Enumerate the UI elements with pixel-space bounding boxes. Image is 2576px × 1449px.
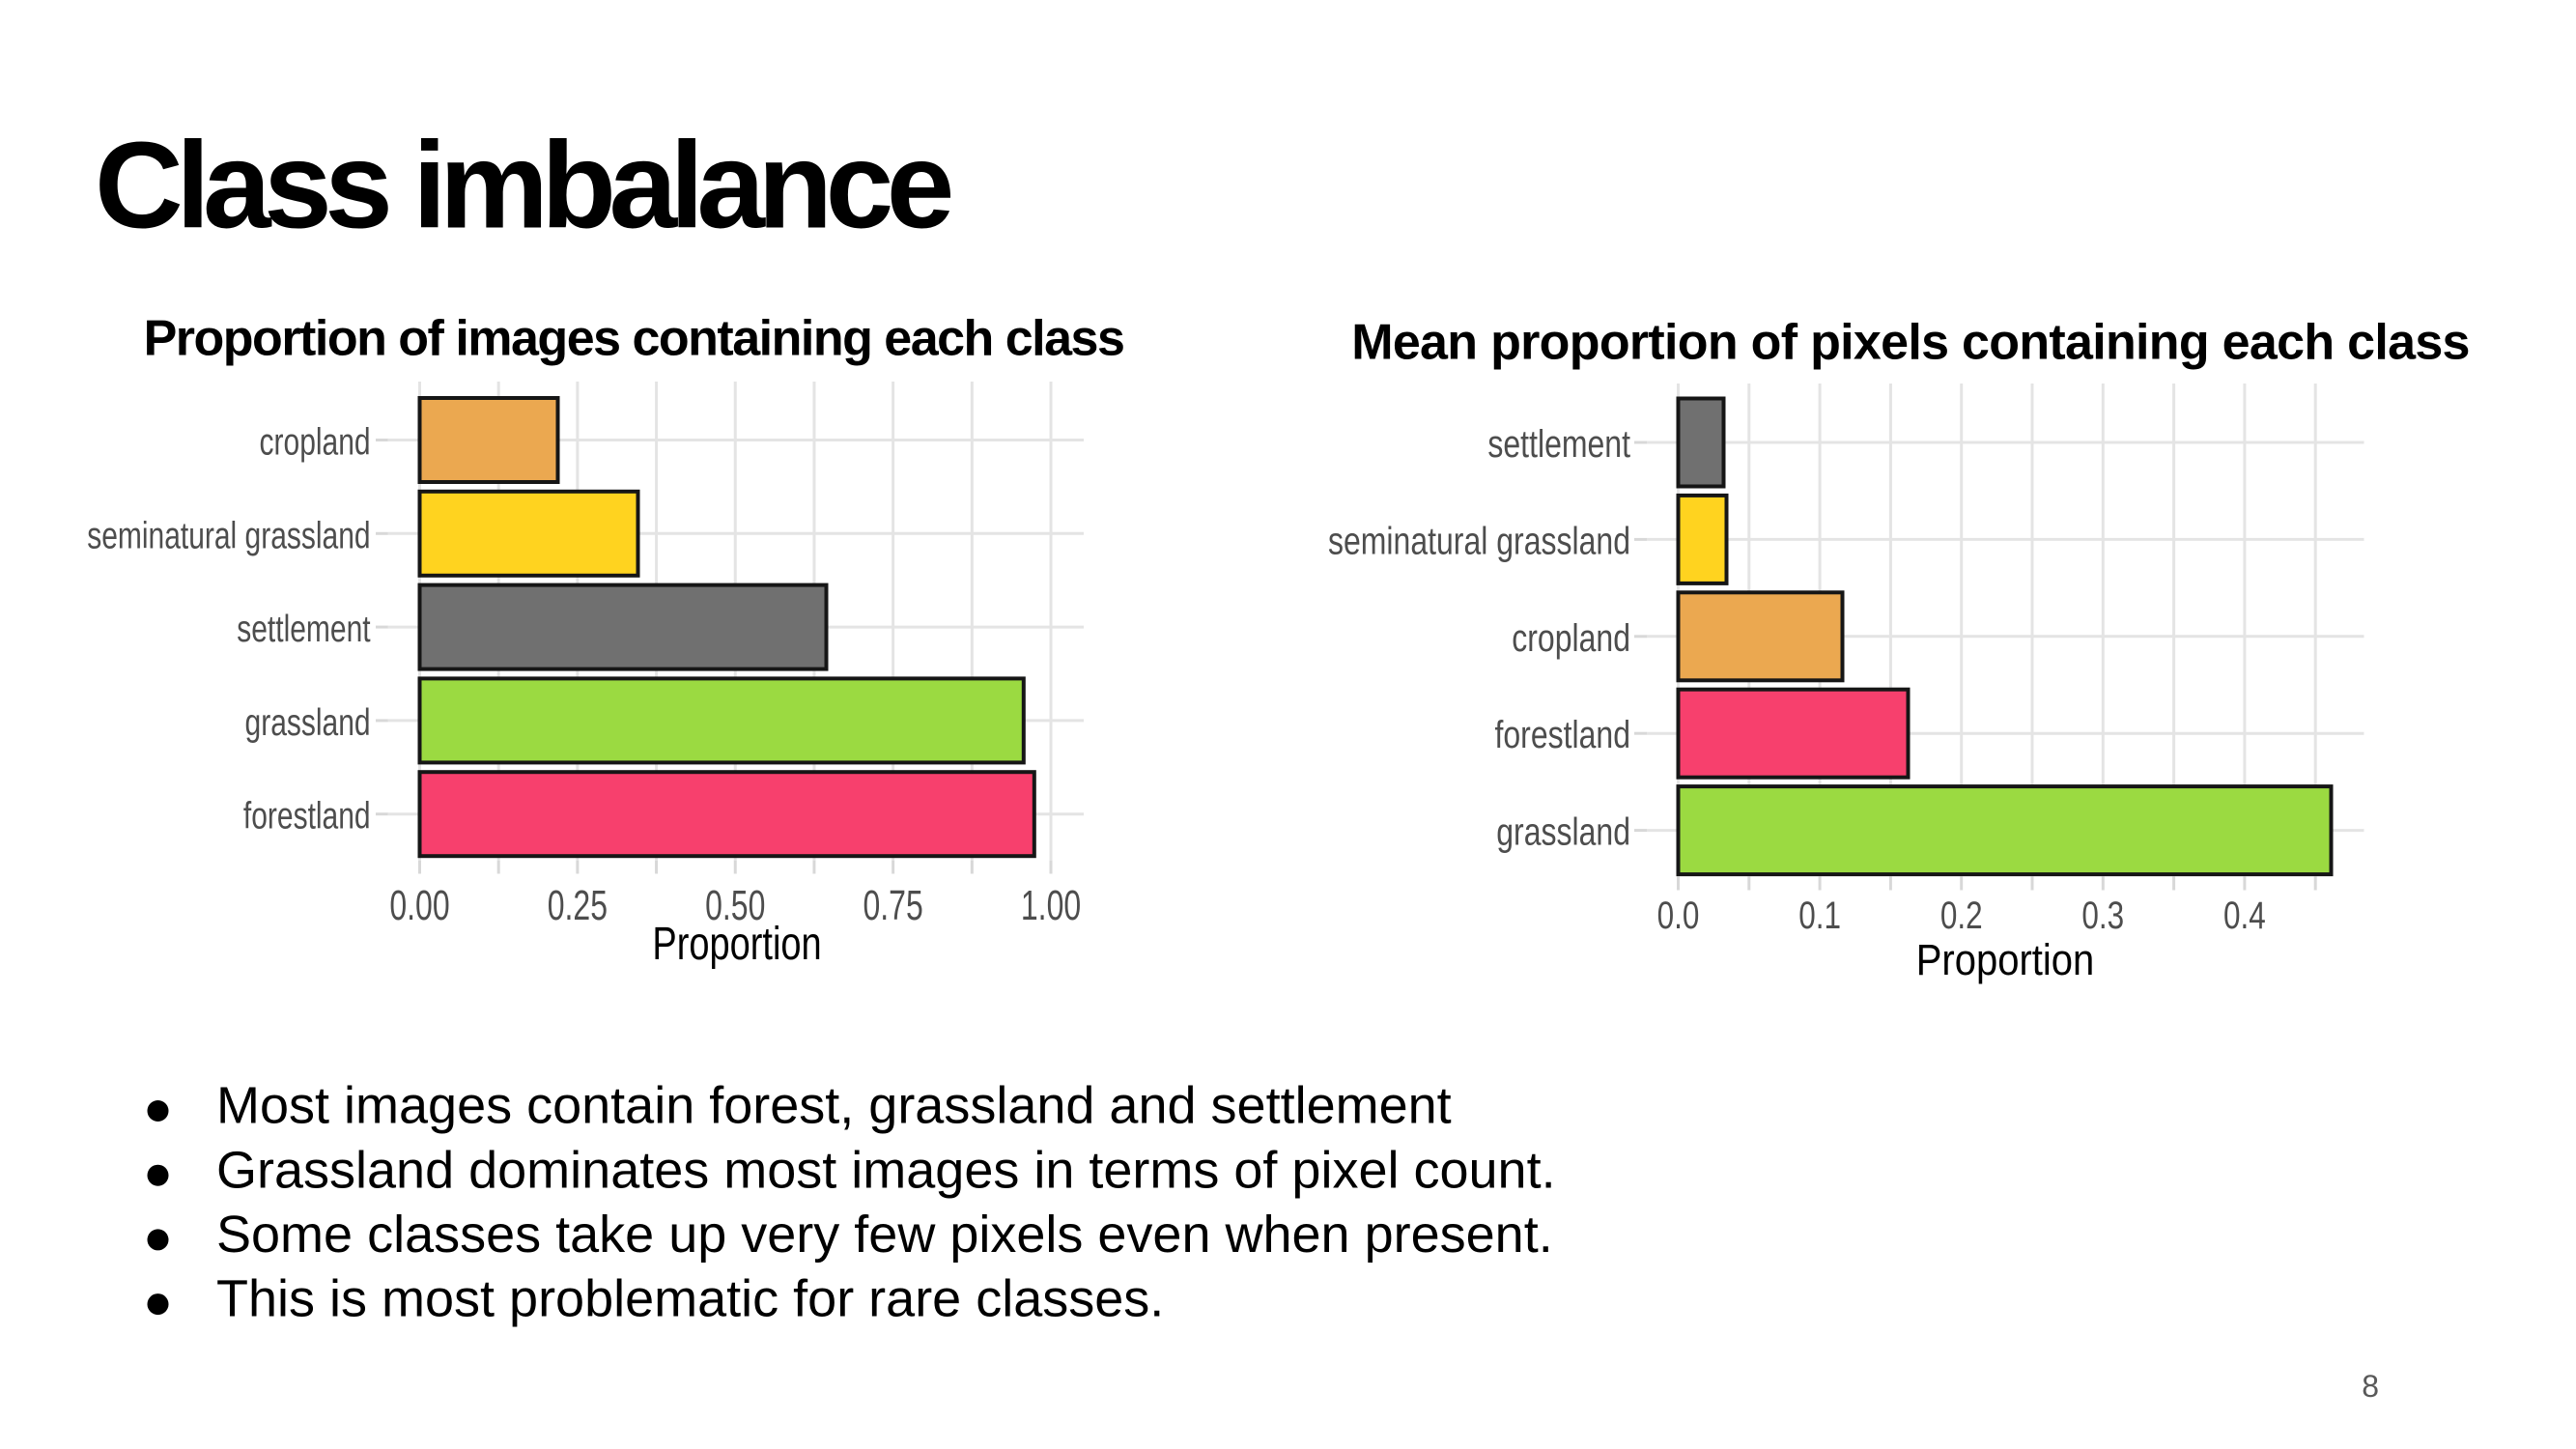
svg-text:0.25: 0.25 [548,883,608,929]
svg-text:Most images contain forest, gr: Most images contain forest, grassland an… [216,1077,1452,1135]
svg-text:cropland: cropland [1512,615,1630,659]
svg-text:This is most problematic for r: This is most problematic for rare classe… [216,1270,1164,1328]
svg-text:0.50: 0.50 [705,883,765,929]
svg-text:Class imbalance: Class imbalance [95,117,951,254]
svg-text:settlement: settlement [237,609,371,650]
svg-text:0.00: 0.00 [389,883,449,929]
svg-text:1.00: 1.00 [1021,883,1081,929]
svg-text:Proportion of images containin: Proportion of images containing each cla… [144,311,1124,367]
svg-text:forestland: forestland [1494,713,1630,756]
svg-text:Mean proportion of pixels cont: Mean proportion of pixels containing eac… [1351,315,2470,371]
svg-text:forestland: forestland [243,796,371,838]
svg-text:grassland: grassland [1496,810,1630,853]
svg-text:0.75: 0.75 [863,883,923,929]
svg-text:seminatural grassland: seminatural grassland [87,516,370,557]
svg-text:0.1: 0.1 [1798,895,1841,937]
svg-text:0.0: 0.0 [1657,895,1700,937]
svg-text:settlement: settlement [1487,422,1630,466]
svg-text:grassland: grassland [245,702,371,744]
svg-text:0.2: 0.2 [1940,895,1983,937]
svg-text:Some classes take up very few: Some classes take up very few pixels eve… [216,1206,1553,1264]
svg-text:0.4: 0.4 [2223,895,2266,937]
svg-text:Grassland dominates most image: Grassland dominates most images in terms… [216,1141,1556,1199]
svg-text:8: 8 [2362,1369,2379,1404]
svg-text:cropland: cropland [260,422,371,464]
svg-text:seminatural grassland: seminatural grassland [1328,519,1630,562]
svg-text:Proportion: Proportion [652,919,821,970]
svg-text:0.3: 0.3 [2081,895,2124,937]
svg-text:Proportion: Proportion [1916,936,2094,985]
